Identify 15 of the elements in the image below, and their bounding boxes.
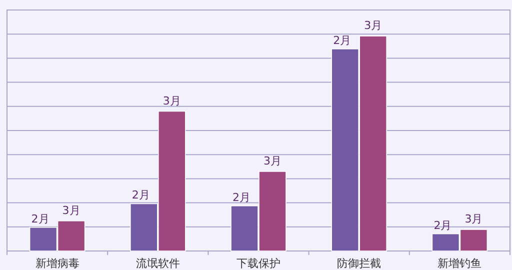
text: 3月: [264, 154, 282, 168]
text: 2月: [434, 218, 452, 232]
text: 2月: [232, 190, 250, 204]
series-label: 3月: [62, 204, 80, 217]
text: 3月: [162, 94, 181, 108]
x-tick-label: 新增钓鱼: [438, 257, 482, 270]
x-tick-label: 下载保护: [236, 257, 280, 270]
text: 3月: [364, 19, 382, 32]
text: 2月: [333, 34, 352, 47]
x-tick-label: 防御拦截: [337, 257, 382, 270]
series-label: 2月: [31, 212, 50, 226]
text: 2月: [132, 188, 150, 202]
x-tick-label: 新增病毒: [35, 257, 80, 270]
text: 3月: [464, 212, 483, 226]
x-tick-label: 流氓软件: [136, 257, 180, 270]
